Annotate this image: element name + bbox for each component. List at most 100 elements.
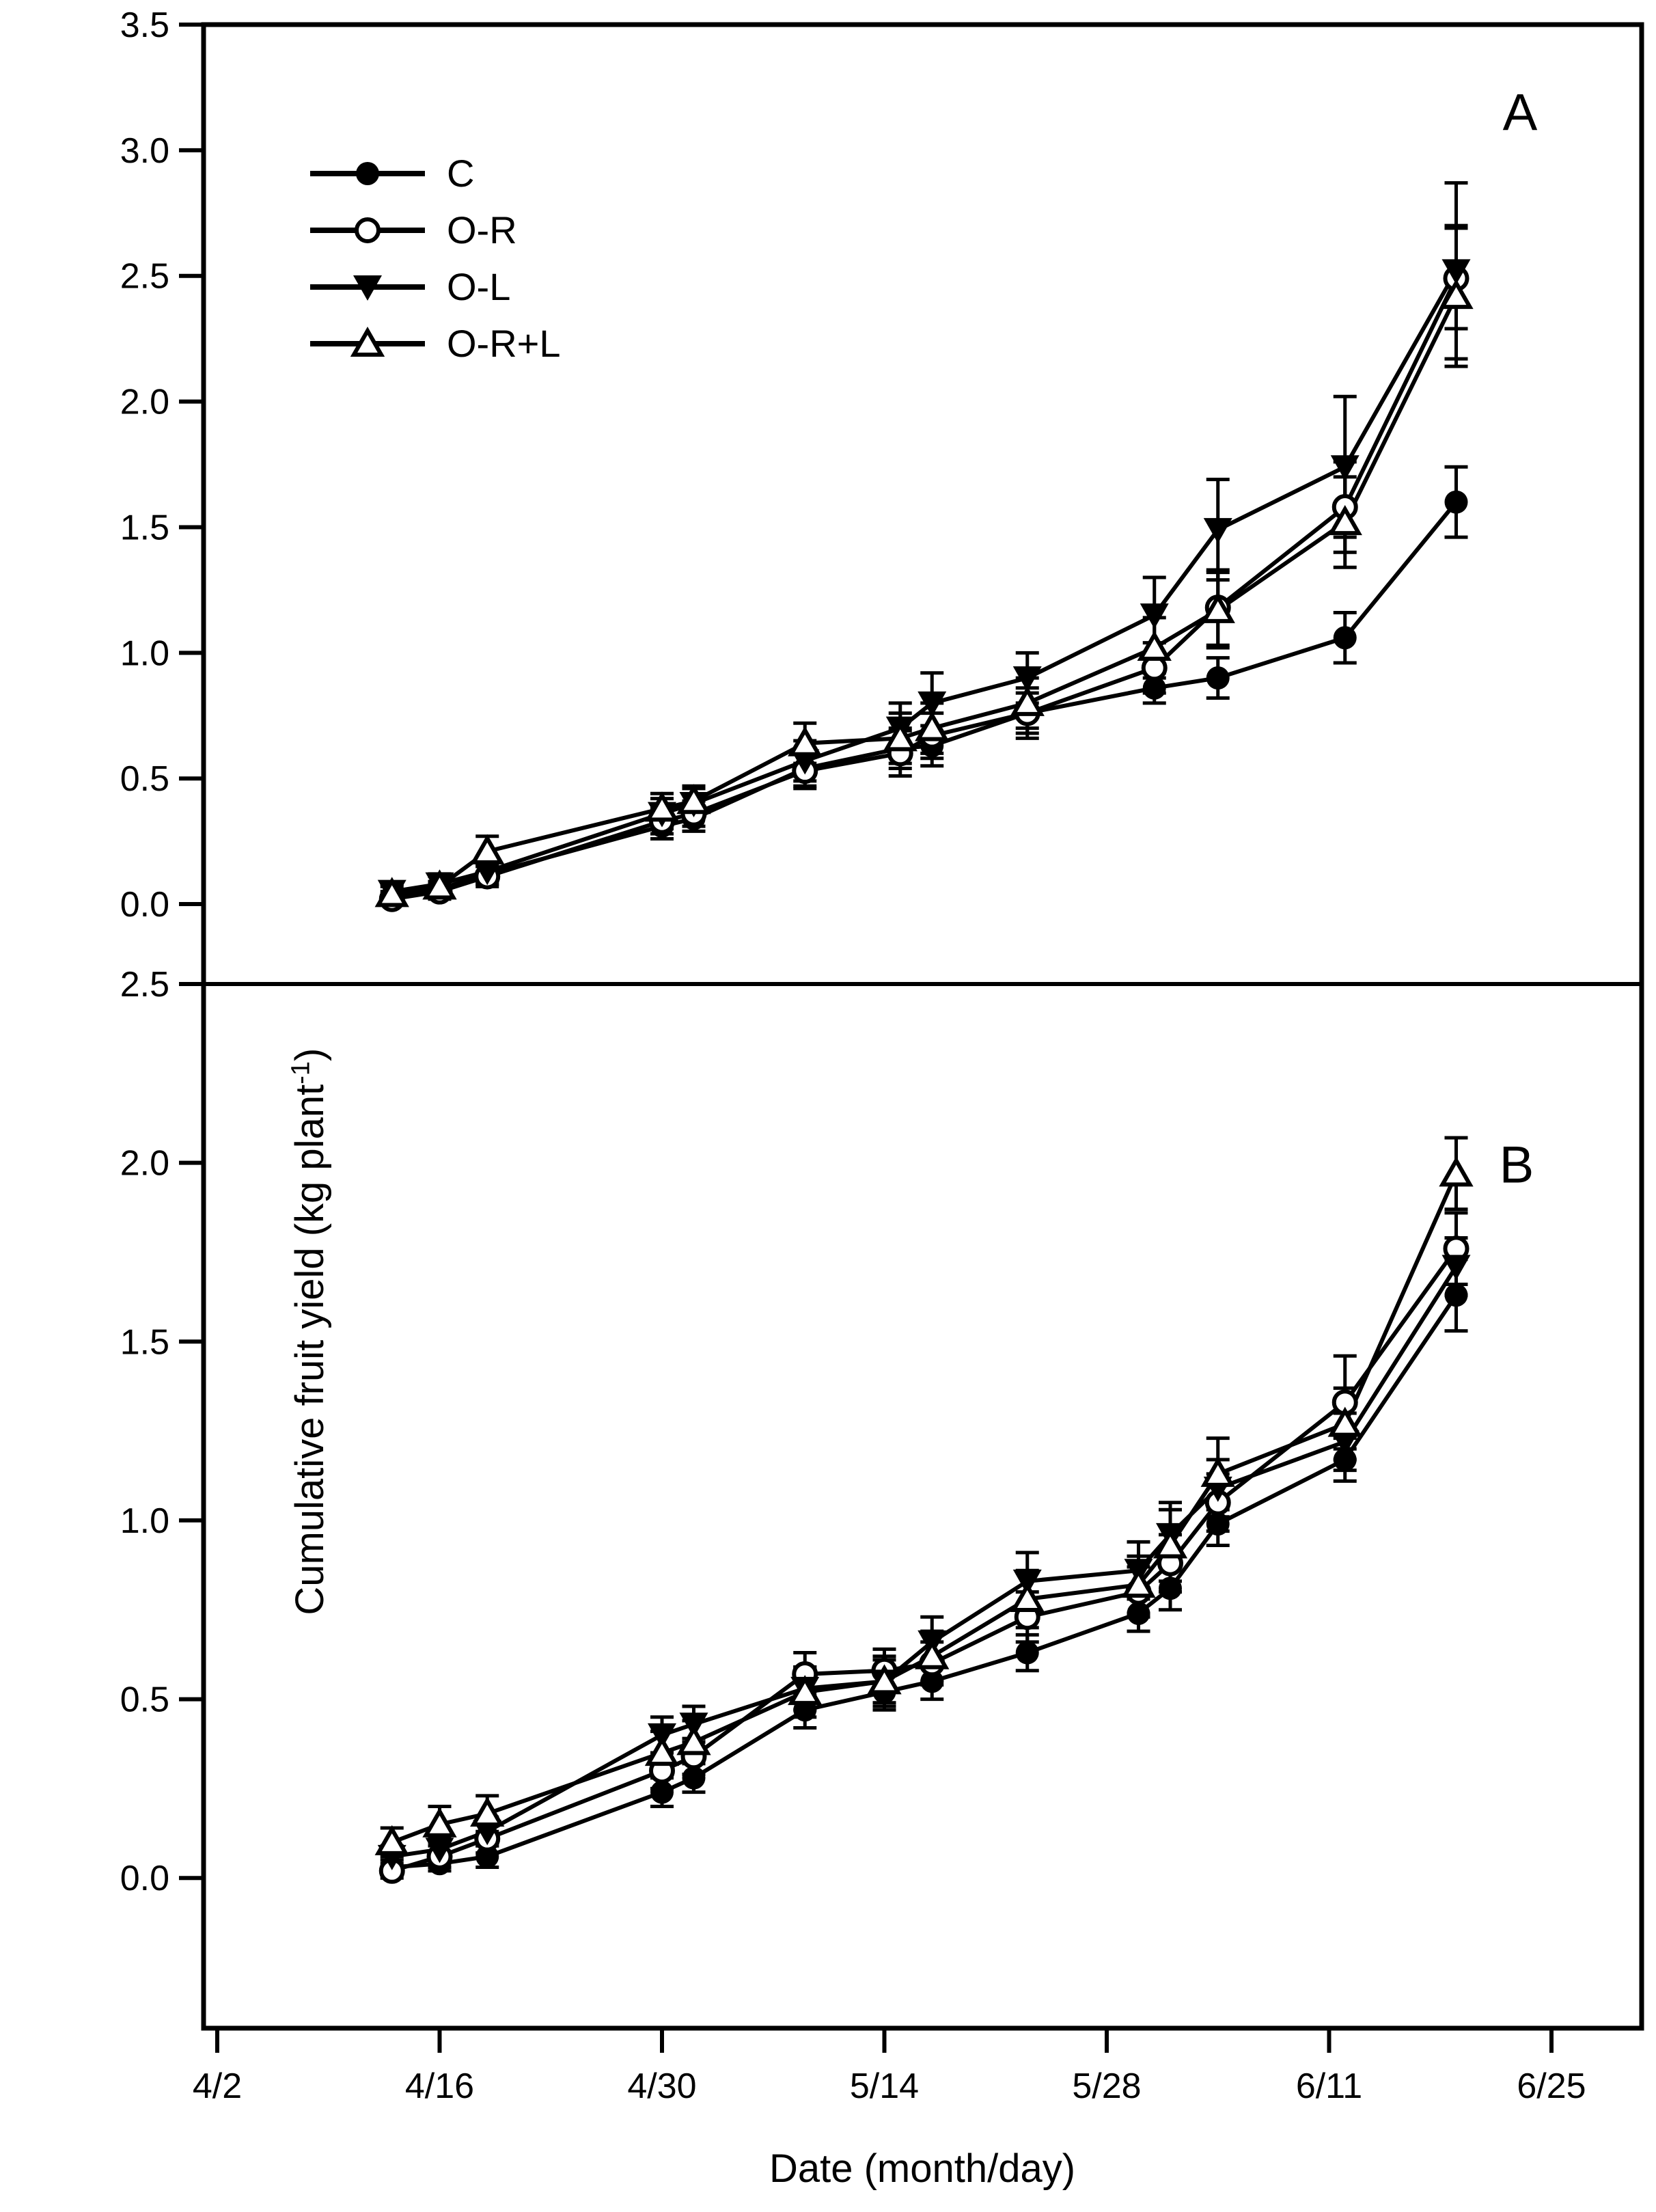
x-tick-label: 4/16 (405, 2066, 474, 2106)
y-tick-label: 3.0 (120, 131, 169, 171)
y-axis-title-text: Cumulative fruit yield (kg plant (288, 1084, 333, 1615)
data-point-o-r-l (788, 726, 823, 756)
x-tick-label: 4/30 (627, 2066, 696, 2106)
data-point-o-r-l (1200, 592, 1235, 623)
series-line-o-r-l (391, 1173, 1459, 1844)
panel-letter-a: A (1502, 83, 1538, 142)
data-point-c (1206, 666, 1230, 690)
filled-triangle-down-glyph (353, 275, 382, 301)
data-point-o-l (1012, 666, 1042, 692)
series-line-o-r-l (391, 295, 1459, 897)
data-point-o-r-l (915, 1639, 950, 1669)
data-point-o-r-l (867, 1664, 902, 1695)
data-point-c (682, 1766, 706, 1790)
data-point-c (1015, 1641, 1039, 1665)
data-point-o-l (1441, 259, 1471, 285)
data-point-o-r-l (1010, 685, 1045, 716)
series-line-o-l (391, 1265, 1459, 1859)
data-point-o-r-l (1153, 1528, 1188, 1559)
data-point-o-r-l (1200, 1456, 1235, 1487)
data-point-o-r-l (470, 1796, 505, 1827)
data-point-o-r-l (422, 869, 457, 900)
y-tick-label: 1.0 (120, 1501, 169, 1541)
series-line-o-r (391, 1247, 1458, 1873)
data-point-o-r-l (915, 711, 950, 741)
data-point-c (650, 1780, 674, 1804)
x-tick-label: 5/28 (1072, 2066, 1141, 2106)
x-tick-label: 4/2 (193, 2066, 242, 2106)
data-point-o-r-l (374, 877, 409, 907)
data-point-o-r-l (374, 1825, 409, 1855)
data-point-o-r-l (1137, 630, 1172, 661)
data-point-o-r-l (1439, 1156, 1474, 1187)
data-point-o-r-l (1439, 279, 1474, 310)
legend-item-o-l: O-L (309, 258, 561, 315)
data-point-o-r-l (1327, 505, 1362, 536)
data-point-o-r-l (644, 1736, 680, 1766)
data-point-c (475, 1844, 499, 1868)
y-tick-label: 3.5 (120, 5, 169, 45)
legend-item-o-r: O-R (309, 202, 561, 258)
y-tick-label: 2.5 (120, 257, 169, 297)
data-point-c (1206, 1512, 1230, 1536)
x-tick-label: 5/14 (850, 2066, 919, 2106)
x-tick-label: 6/11 (1296, 2066, 1362, 2106)
filled-circle-icon (310, 161, 425, 185)
data-point-o-r-l (676, 1725, 711, 1756)
legend-item-c: C (309, 145, 561, 202)
y-tick-label: 1.5 (120, 1322, 169, 1362)
panel-b (374, 1136, 1474, 1884)
panel-letter-b: B (1499, 1136, 1534, 1194)
filled-triangle-down-icon (310, 275, 425, 301)
data-point-o-r-l (470, 834, 505, 864)
y-axis-superscript: -1 (286, 1061, 316, 1084)
data-point-c (1333, 626, 1357, 650)
data-point-o-r-l (644, 791, 680, 822)
y-axis-title-suffix: ) (288, 1048, 333, 1061)
data-point-o-l (1140, 603, 1169, 629)
y-tick-label: 2.5 (120, 965, 169, 1005)
legend-label: C (447, 152, 475, 195)
data-point-o-r-l (1121, 1568, 1156, 1598)
data-point-o-r-l (788, 1675, 823, 1706)
y-tick-label: 1.5 (120, 508, 169, 547)
data-point-o-l (1330, 455, 1360, 481)
x-axis-title: Date (month/day) (769, 2146, 1076, 2191)
y-tick-label: 0.5 (120, 1680, 169, 1720)
data-point-c (1444, 490, 1468, 514)
data-point-c (1333, 1447, 1357, 1471)
open-circle-glyph (355, 217, 381, 243)
series-line-c (391, 1294, 1458, 1870)
data-point-o-r-l (1327, 1406, 1362, 1437)
data-point-o-l (473, 860, 502, 886)
open-triangle-up-glyph (350, 326, 385, 357)
data-point-o-l (917, 691, 947, 717)
y-tick-label: 2.0 (120, 383, 169, 422)
y-tick-label: 0.0 (120, 1859, 169, 1898)
panel-a (374, 181, 1474, 912)
data-point-o-l (425, 1838, 454, 1863)
y-axis-title: Cumulative fruit yield (kg plant-1) (287, 1048, 333, 1615)
data-point-o-r-l (883, 721, 917, 752)
data-point-o-r-l (1010, 1582, 1045, 1613)
plot-frame (201, 22, 1644, 2031)
legend-label: O-R (447, 208, 517, 251)
open-triangle-up-icon (310, 326, 425, 357)
legend-label: O-R+L (447, 322, 561, 365)
data-point-o-r-l (422, 1807, 457, 1838)
open-circle-icon (310, 217, 425, 243)
data-point-o-l (1203, 518, 1232, 544)
data-point-c (1444, 1283, 1468, 1307)
data-point-c (1127, 1601, 1150, 1625)
data-point-c (920, 1669, 944, 1693)
x-tick-label: 6/25 (1517, 2066, 1586, 2106)
y-tick-label: 0.5 (120, 759, 169, 799)
data-point-c (1159, 1576, 1182, 1600)
filled-circle-glyph (356, 161, 379, 185)
y-tick-label: 0.0 (120, 885, 169, 925)
data-point-o-l (1441, 1255, 1471, 1281)
legend-item-o-r-l: O-R+L (309, 315, 561, 372)
y-tick-label: 1.0 (120, 633, 169, 673)
